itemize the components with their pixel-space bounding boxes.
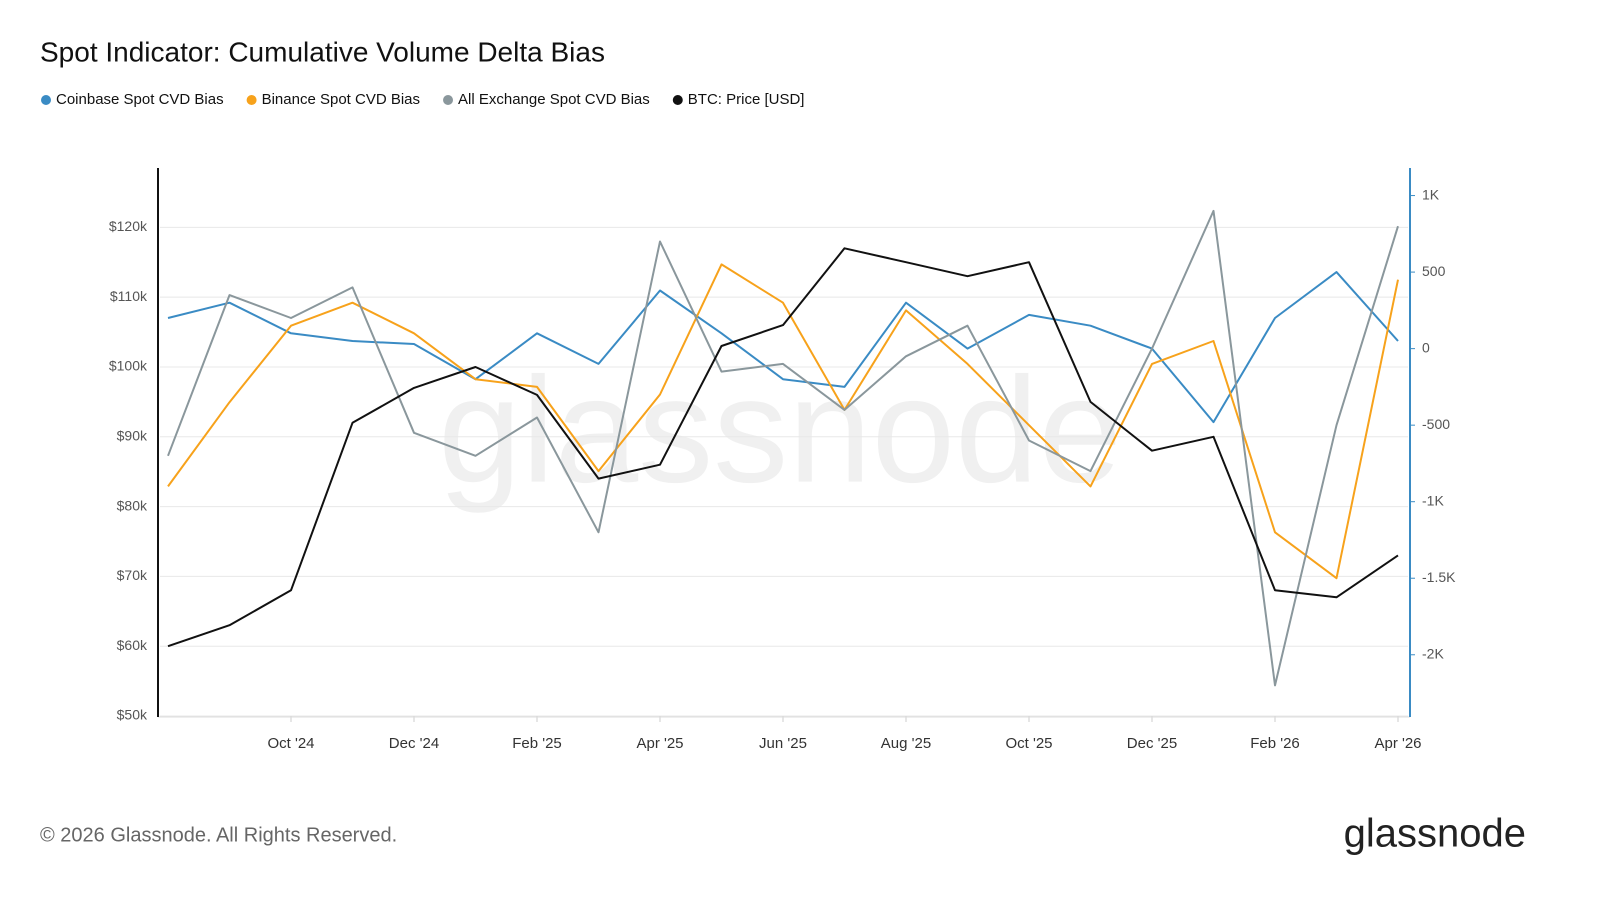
x-tick-label: Apr '26	[1374, 735, 1421, 752]
legend-label: BTC: Price [USD]	[688, 91, 805, 108]
legend-dot	[443, 95, 454, 105]
series-line	[167, 209, 1399, 687]
x-tick-label: Jun '25	[759, 735, 807, 752]
y-tick-label: $60k	[117, 637, 148, 653]
legend-dot	[246, 95, 257, 105]
y-tick-label: $80k	[117, 497, 148, 513]
y2-tick-label: -1K	[1422, 492, 1444, 508]
series-line	[167, 247, 1399, 648]
y-tick-label: $50k	[117, 707, 148, 723]
legend-label: Coinbase Spot CVD Bias	[56, 91, 224, 108]
legend-label: All Exchange Spot CVD Bias	[458, 91, 650, 108]
y2-tick-label: -2K	[1422, 645, 1444, 661]
y-tick-label: $110k	[110, 288, 148, 304]
y2-tick-label: -1.5K	[1422, 569, 1456, 585]
logo: glassnode	[1344, 812, 1526, 856]
y2-tick-label: 0	[1422, 339, 1430, 355]
y-tick-label: $90k	[117, 427, 148, 443]
x-tick-label: Dec '24	[389, 735, 439, 752]
series-line	[167, 271, 1399, 424]
legend-dot	[672, 95, 683, 105]
x-tick-label: Apr '25	[636, 735, 683, 752]
chart-title: Spot Indicator: Cumulative Volume Delta …	[40, 36, 605, 67]
y-tick-label: $100k	[109, 358, 148, 374]
y2-tick-label: -500	[1422, 416, 1450, 432]
x-tick-label: Aug '25	[881, 735, 931, 752]
watermark: glassnode	[438, 346, 1122, 514]
legend-dot	[41, 95, 51, 105]
series-line	[167, 263, 1399, 580]
y-tick-label: $120k	[109, 218, 148, 234]
x-tick-label: Feb '25	[512, 735, 562, 752]
x-tick-label: Oct '25	[1005, 735, 1052, 752]
y2-tick-label: 500	[1422, 263, 1446, 279]
x-tick-label: Oct '24	[267, 735, 314, 752]
footer: © 2026 Glassnode. All Rights Reserved.	[40, 824, 397, 846]
legend-label: Binance Spot CVD Bias	[262, 91, 420, 108]
x-tick-label: Dec '25	[1127, 735, 1177, 752]
y2-tick-label: 1K	[1422, 186, 1440, 202]
x-tick-label: Feb '26	[1250, 735, 1300, 752]
y-tick-label: $70k	[117, 567, 148, 583]
